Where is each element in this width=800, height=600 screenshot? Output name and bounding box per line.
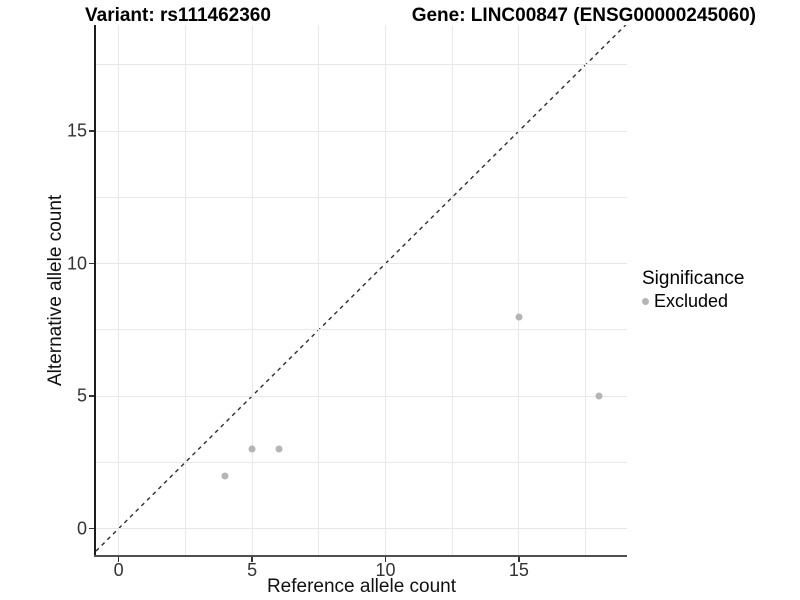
x-tick-mark [251,557,253,562]
y-tick-mark [89,395,94,397]
data-point [515,313,523,320]
horizontal-gridline [96,196,627,198]
data-point [221,472,229,479]
data-point [595,392,603,400]
horizontal-gridline [96,64,627,66]
vertical-gridline [518,25,520,555]
legend-item-excluded: Excluded [642,291,744,312]
vertical-gridline [451,25,453,555]
horizontal-gridline [96,461,627,463]
y-tick-mark [89,527,94,530]
legend-item-label: Excluded [654,291,729,311]
x-tick-mark [117,557,120,562]
legend-title: Significance [642,268,745,289]
y-axis-title: Alternative allele count [45,194,66,386]
y-tick-mark [89,262,94,265]
x-tick-label: 15 [508,560,529,580]
gene-title: Gene: LINC00847 (ENSG00000245060) [411,5,756,26]
plot-panel [96,25,627,555]
vertical-gridline [585,25,587,555]
vertical-gridline [184,25,186,555]
horizontal-gridline [96,528,627,529]
x-tick-label: 0 [113,560,124,580]
data-point [248,445,256,453]
y-tick-label: 15 [66,120,87,141]
x-tick-mark [518,557,520,562]
x-tick-label: 10 [375,560,396,580]
x-tick-mark [384,557,387,562]
legend: Significance Excluded [642,268,744,312]
y-axis-line [94,25,96,557]
horizontal-gridline [96,395,627,397]
horizontal-gridline [96,329,627,331]
y-tick-mark [89,130,94,132]
horizontal-gridline [96,263,627,264]
variant-title: Variant: rs111462360 [85,5,271,26]
identity-line [96,25,627,552]
vertical-gridline [318,25,320,555]
y-tick-label: 0 [76,518,87,538]
x-axis-title: Reference allele count [266,576,457,597]
data-point [275,445,283,453]
vertical-gridline [385,25,386,555]
y-tick-label: 5 [76,385,87,406]
vertical-gridline [118,25,120,555]
horizontal-gridline [96,130,627,132]
x-axis-line [94,555,627,557]
legend-point-icon [642,298,649,305]
vertical-gridline [251,25,253,555]
y-tick-label: 10 [66,253,87,273]
x-tick-label: 5 [247,560,258,580]
